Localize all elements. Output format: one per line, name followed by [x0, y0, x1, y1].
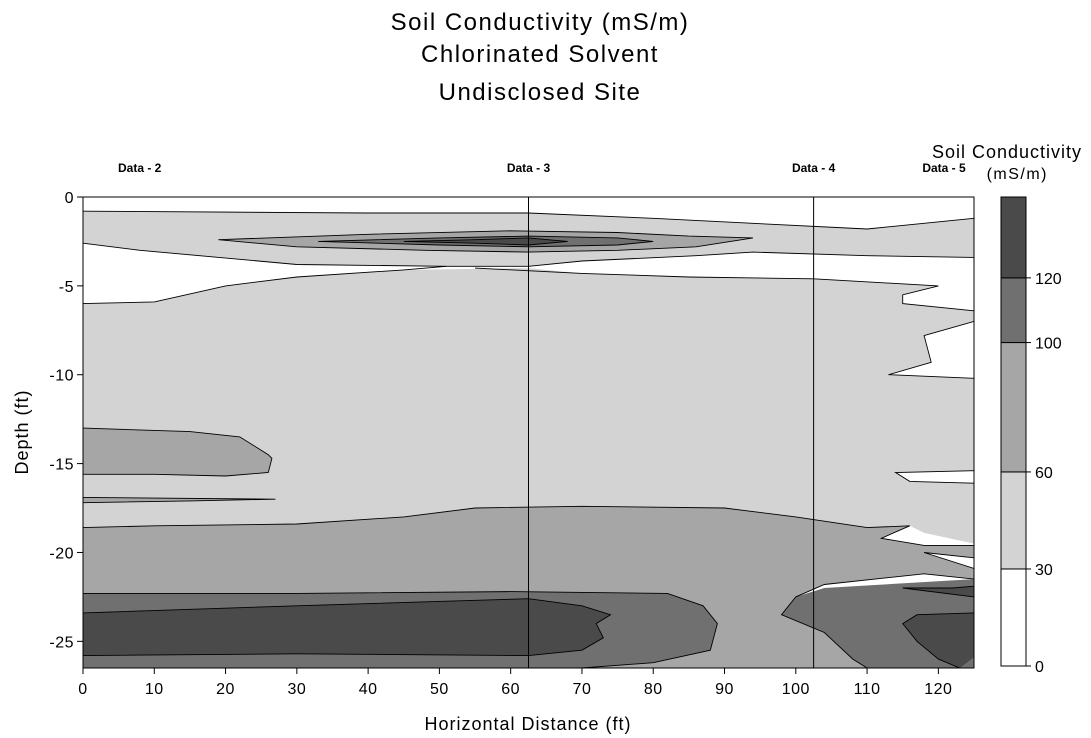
legend-swatch: [1000, 342, 1027, 473]
contour-line: [888, 320, 974, 379]
contour-line: [83, 242, 974, 267]
legend-tick-label: 0: [1035, 659, 1044, 676]
chart-title-line-1: Soil Conductivity (mS/m): [391, 9, 690, 36]
x-tick-label: 30: [287, 681, 306, 698]
x-axis-title: Horizontal Distance (ft): [424, 714, 631, 734]
plot-frame: [82, 196, 975, 669]
legend-tick-label: 30: [1035, 562, 1053, 579]
contour-line: [83, 496, 276, 504]
contour-line: [902, 612, 974, 668]
well-label: Data - 3: [507, 161, 551, 175]
well-labels: Data - 2 Data - 3 Data - 4 Data - 5: [118, 161, 966, 175]
legend-tick-label: 100: [1035, 336, 1062, 353]
x-tick-label: 40: [359, 681, 378, 698]
y-tick-label: 0: [65, 190, 74, 207]
x-tick-label: 10: [145, 681, 164, 698]
legend-tick-label: 60: [1035, 465, 1053, 482]
x-tick-label: 80: [644, 681, 663, 698]
legend-swatch: [1000, 568, 1027, 667]
contour-line: [83, 505, 974, 546]
contour-line: [83, 427, 273, 477]
legend-unit: (mS/m): [987, 166, 1048, 183]
contour-line: [894, 470, 974, 484]
contour-line: [83, 210, 974, 230]
y-tick-label: -20: [49, 545, 74, 562]
x-tick-label: 0: [78, 681, 87, 698]
x-tick-label: 110: [854, 681, 881, 698]
x-tick-label: 50: [430, 681, 449, 698]
y-tick-label: -25: [49, 634, 74, 651]
y-axis-title: Depth (ft): [12, 389, 32, 474]
contour-line: [318, 235, 654, 248]
contour-band-60-100: [83, 497, 276, 503]
legend-tick-label: 120: [1035, 271, 1062, 288]
x-tick-label: 70: [573, 681, 592, 698]
contour-band-120-140: [902, 586, 974, 668]
contour-band-60-100: [83, 428, 272, 476]
y-axis: 0 -5 -10 -15 -20 -25: [49, 190, 83, 651]
contour-line: [902, 585, 974, 598]
well-label: Data - 2: [118, 161, 162, 175]
contour-line: [403, 237, 568, 246]
x-axis: 0 10 20 30 40 50 60 70 80 90 100 110 120: [78, 668, 952, 698]
contour-band-120-140: [83, 598, 611, 656]
chart-title-line-3: Undisclosed Site: [439, 79, 642, 106]
well-lines: [528, 197, 815, 668]
contour-line: [83, 598, 612, 657]
well-label: Data - 4: [792, 161, 836, 175]
well-label: Data - 5: [922, 161, 966, 175]
legend-swatch: [1000, 471, 1027, 570]
x-tick-label: 90: [715, 681, 734, 698]
chart-title-line-2: Chlorinated Solvent: [421, 41, 659, 68]
legend-color-bar: 0 30 60 100 120: [1000, 196, 1062, 676]
contour-line: [218, 230, 754, 253]
x-tick-label: 100: [782, 681, 810, 698]
legend-title: Soil Conductivity: [932, 142, 1082, 162]
y-tick-label: -10: [49, 368, 74, 385]
contour-line: [474, 267, 974, 312]
legend-swatch: [1000, 196, 1027, 279]
contour-line: [83, 591, 718, 668]
contour-line: [923, 552, 974, 569]
contour-line: [83, 265, 447, 305]
x-tick-label: 60: [501, 681, 520, 698]
contour-lines: [83, 210, 974, 668]
contour-band-120-140: [403, 237, 568, 245]
contour-line: [780, 573, 974, 668]
legend-swatch: [1000, 277, 1027, 344]
y-tick-label: -15: [49, 457, 74, 474]
y-tick-label: -5: [59, 279, 74, 296]
x-tick-label: 20: [216, 681, 235, 698]
x-tick-label: 120: [924, 681, 952, 698]
